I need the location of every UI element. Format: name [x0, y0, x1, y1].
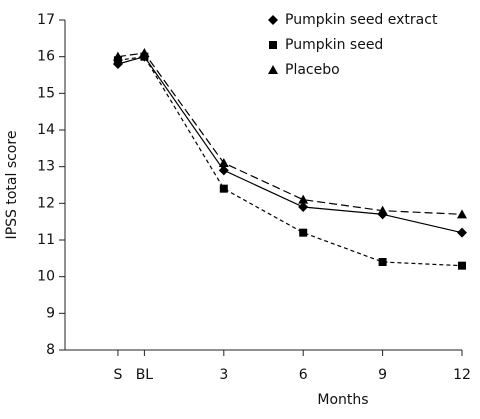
y-axis-label: IPSS total score [4, 131, 20, 240]
x-tick-label: BL [136, 367, 154, 383]
legend-label: Placebo [285, 62, 340, 78]
y-tick-label: 14 [37, 122, 55, 138]
marker [139, 48, 150, 57]
series-line [117, 55, 463, 234]
marker [112, 51, 123, 61]
marker [269, 41, 277, 49]
marker [457, 227, 467, 238]
x-tick-label: 9 [378, 367, 387, 383]
y-tick-label: 8 [46, 342, 55, 358]
marker [298, 194, 309, 204]
x-axis-label: Months [317, 392, 368, 408]
y-tick-label: 17 [37, 12, 55, 28]
series-line [117, 52, 463, 215]
marker [218, 165, 229, 176]
x-tick-label: 12 [453, 367, 471, 383]
marker [377, 205, 388, 215]
marker [218, 158, 229, 167]
y-tick-label: 12 [37, 195, 55, 211]
x-tick-label: S [113, 367, 122, 383]
y-tick-label: 9 [46, 305, 55, 321]
series-line [117, 56, 463, 267]
y-tick-label: 16 [37, 49, 55, 65]
y-tick-label: 11 [37, 232, 55, 248]
marker [268, 15, 278, 25]
y-tick-label: 15 [37, 85, 55, 101]
x-tick-label: 3 [219, 367, 228, 383]
legend-label: Pumpkin seed [285, 37, 383, 53]
marker [378, 258, 387, 266]
x-tick-label: 6 [299, 367, 308, 383]
marker [298, 202, 309, 212]
legend-label: Pumpkin seed extract [285, 12, 438, 28]
marker [299, 228, 308, 237]
marker [457, 209, 467, 219]
marker [219, 184, 228, 193]
y-tick-label: 10 [37, 269, 55, 285]
y-tick-label: 13 [37, 159, 55, 175]
marker [458, 261, 466, 270]
marker [268, 65, 278, 74]
